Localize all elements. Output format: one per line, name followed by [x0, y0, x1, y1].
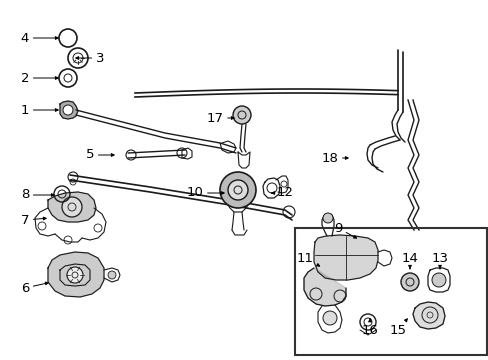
Text: 9: 9 [333, 221, 356, 238]
Polygon shape [304, 268, 346, 306]
Text: 10: 10 [186, 186, 224, 199]
Circle shape [323, 311, 336, 325]
Text: 8: 8 [21, 189, 54, 202]
Text: 15: 15 [389, 319, 407, 337]
Text: 7: 7 [20, 213, 46, 226]
Polygon shape [48, 192, 96, 222]
Text: 18: 18 [321, 152, 347, 165]
Circle shape [108, 271, 116, 279]
Text: 17: 17 [206, 112, 234, 125]
Circle shape [421, 307, 437, 323]
Text: 12: 12 [271, 186, 293, 199]
Text: 4: 4 [21, 31, 58, 45]
Circle shape [232, 106, 250, 124]
Text: 14: 14 [401, 252, 418, 269]
Text: 6: 6 [21, 282, 48, 294]
Text: 1: 1 [20, 104, 58, 117]
Text: 16: 16 [361, 319, 378, 337]
Circle shape [220, 172, 256, 208]
Circle shape [431, 273, 445, 287]
Text: 5: 5 [85, 148, 114, 162]
Polygon shape [48, 252, 104, 297]
Text: 3: 3 [76, 51, 104, 64]
Polygon shape [60, 264, 90, 286]
Text: 2: 2 [20, 72, 58, 85]
Circle shape [67, 267, 83, 283]
Polygon shape [412, 302, 444, 329]
Polygon shape [60, 101, 78, 119]
Text: 11: 11 [296, 252, 319, 266]
Text: 13: 13 [430, 252, 447, 269]
Circle shape [323, 213, 332, 223]
Polygon shape [313, 235, 377, 280]
Circle shape [400, 273, 418, 291]
Circle shape [62, 197, 82, 217]
Bar [294, 228, 486, 355]
Circle shape [227, 180, 247, 200]
Circle shape [63, 105, 73, 115]
